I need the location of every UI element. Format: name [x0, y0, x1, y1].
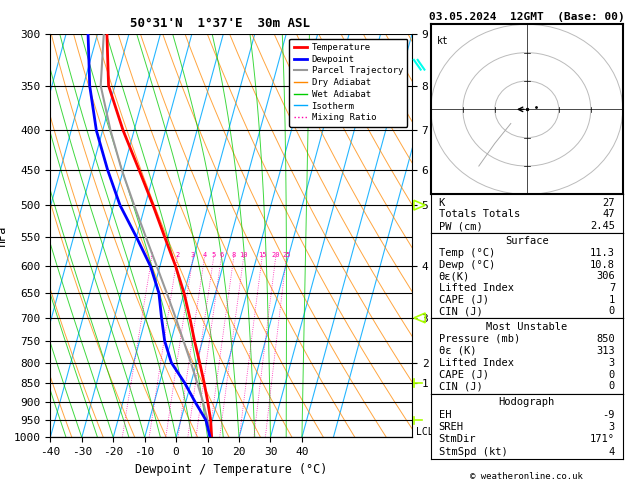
Text: K: K: [438, 198, 445, 208]
Text: 6: 6: [219, 252, 223, 258]
Text: 10: 10: [239, 252, 248, 258]
Text: 10.8: 10.8: [590, 260, 615, 270]
Text: 3: 3: [609, 422, 615, 432]
Text: CIN (J): CIN (J): [438, 306, 482, 316]
Y-axis label: hPa: hPa: [0, 225, 8, 246]
Text: 20: 20: [271, 252, 280, 258]
Text: © weatheronline.co.uk: © weatheronline.co.uk: [470, 472, 583, 481]
Text: 313: 313: [596, 346, 615, 356]
Text: 171°: 171°: [590, 434, 615, 445]
Text: PW (cm): PW (cm): [438, 221, 482, 231]
Text: 0: 0: [609, 306, 615, 316]
Text: 4: 4: [609, 447, 615, 457]
Text: 2.45: 2.45: [590, 221, 615, 231]
Text: 8: 8: [231, 252, 236, 258]
Text: 25: 25: [282, 252, 291, 258]
Text: 1: 1: [609, 295, 615, 305]
Text: kt: kt: [437, 35, 449, 46]
Text: CIN (J): CIN (J): [438, 382, 482, 392]
Text: LCL: LCL: [416, 427, 433, 437]
Text: θε (K): θε (K): [438, 346, 476, 356]
Text: 27: 27: [603, 198, 615, 208]
Text: EH: EH: [438, 410, 451, 420]
Text: 2: 2: [175, 252, 179, 258]
Text: 850: 850: [596, 334, 615, 344]
Text: 5: 5: [211, 252, 216, 258]
Text: 50°31'N  1°37'E  30m ASL: 50°31'N 1°37'E 30m ASL: [130, 17, 310, 30]
Text: 4: 4: [203, 252, 206, 258]
Legend: Temperature, Dewpoint, Parcel Trajectory, Dry Adiabat, Wet Adiabat, Isotherm, Mi: Temperature, Dewpoint, Parcel Trajectory…: [289, 38, 408, 127]
Text: Dewp (°C): Dewp (°C): [438, 260, 495, 270]
X-axis label: Dewpoint / Temperature (°C): Dewpoint / Temperature (°C): [135, 463, 327, 476]
Text: 7: 7: [609, 283, 615, 293]
Text: Temp (°C): Temp (°C): [438, 248, 495, 258]
Text: 47: 47: [603, 209, 615, 220]
Text: 1: 1: [150, 252, 154, 258]
Text: Surface: Surface: [505, 236, 548, 246]
Text: 03.05.2024  12GMT  (Base: 00): 03.05.2024 12GMT (Base: 00): [429, 12, 625, 22]
Text: Pressure (mb): Pressure (mb): [438, 334, 520, 344]
Text: 0: 0: [609, 369, 615, 380]
Text: Totals Totals: Totals Totals: [438, 209, 520, 220]
Text: CAPE (J): CAPE (J): [438, 369, 489, 380]
Text: -9: -9: [603, 410, 615, 420]
Text: Hodograph: Hodograph: [499, 398, 555, 407]
Text: 0: 0: [609, 382, 615, 392]
Text: CAPE (J): CAPE (J): [438, 295, 489, 305]
Text: θε(K): θε(K): [438, 271, 470, 281]
Text: 3: 3: [609, 358, 615, 367]
Text: 11.3: 11.3: [590, 248, 615, 258]
Text: SREH: SREH: [438, 422, 464, 432]
Text: Most Unstable: Most Unstable: [486, 322, 567, 332]
Text: StmDir: StmDir: [438, 434, 476, 445]
Text: Lifted Index: Lifted Index: [438, 283, 513, 293]
Y-axis label: km
ASL: km ASL: [431, 226, 453, 246]
Text: StmSpd (kt): StmSpd (kt): [438, 447, 508, 457]
Text: 3: 3: [191, 252, 195, 258]
Text: 15: 15: [258, 252, 266, 258]
Text: 306: 306: [596, 271, 615, 281]
Text: Lifted Index: Lifted Index: [438, 358, 513, 367]
